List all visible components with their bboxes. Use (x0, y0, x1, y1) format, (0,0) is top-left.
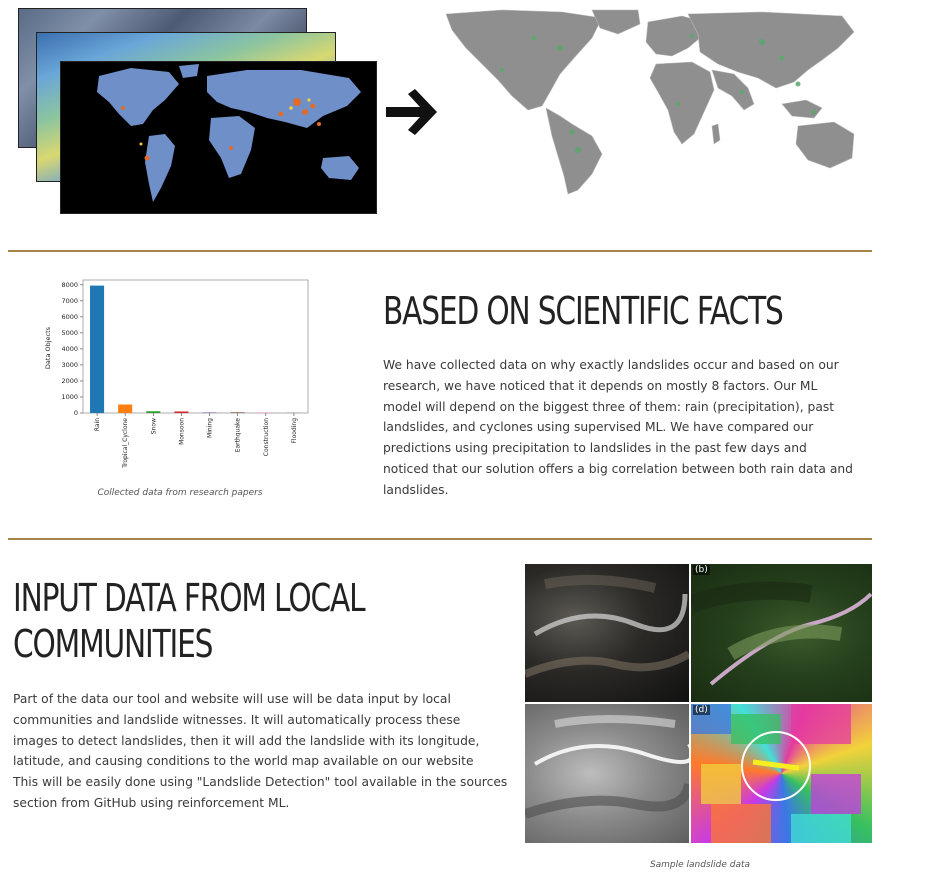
tile-label-b: (b) (693, 565, 710, 575)
bar-mining (202, 412, 217, 413)
community-heading: INPUT DATA FROM LOCAL COMMUNITIES (13, 575, 366, 667)
factors-bar-chart: 0 1000 2000 3000 4000 5000 6000 7000 8000 Rain Tr… (44, 279, 309, 469)
bar-monsoon (174, 411, 189, 413)
y-axis-label: Data Objects (44, 326, 52, 369)
landslide-world-map (445, 9, 855, 195)
facts-paragraph: We have collected data on why exactly la… (383, 358, 853, 497)
x-tick-label: Snow (150, 418, 157, 434)
bar-earthquake (230, 412, 245, 413)
y-tick-label: 0 (74, 409, 78, 417)
risk-world-map (97, 64, 361, 202)
bar-rain (90, 285, 105, 413)
chart-caption: Collected data from research papers (97, 488, 263, 498)
y-tick-label: 5000 (61, 329, 78, 337)
x-tick-label: Flooding (291, 418, 298, 444)
y-tick-label: 2000 (61, 377, 78, 385)
y-tick-label: 1000 (61, 393, 78, 401)
satellite-tile-b: (b) (691, 564, 872, 702)
x-tick-label: Rain (94, 418, 101, 431)
right-arrow-icon (386, 89, 437, 135)
chart-plot-frame (82, 279, 309, 414)
x-tick-label: Earthquake (235, 418, 242, 453)
chart-bars (90, 285, 301, 413)
section-divider (8, 250, 872, 252)
x-tick-label: Tropical_Cyclone (122, 418, 129, 469)
satellite-tile-c (525, 704, 689, 843)
landslide-risk-map-image (60, 61, 377, 214)
y-tick-label: 6000 (61, 313, 78, 321)
community-paragraph: Part of the data our tool and website wi… (13, 692, 508, 810)
sample-caption: Sample landslide data (649, 860, 751, 870)
y-tick-label: 4000 (61, 345, 78, 353)
bar-snow (146, 411, 161, 413)
y-tick-label: 3000 (61, 361, 78, 369)
x-axis-ticks: Rain Tropical_Cyclone Snow Monsoon Mining Ear… (94, 413, 298, 469)
bar-tropical-cyclone (118, 404, 133, 413)
facts-heading: BASED ON SCIENTIFIC FACTS (383, 289, 784, 333)
community-heading-line1: INPUT DATA FROM LOCAL (13, 576, 366, 620)
y-tick-label: 8000 (61, 281, 78, 289)
community-heading-line2: COMMUNITIES (13, 622, 213, 666)
satellite-tile-a (525, 564, 689, 702)
sample-landslide-grid: (b) (d) (525, 564, 872, 843)
y-axis-ticks: 0 1000 2000 3000 4000 5000 6000 7000 8000 (61, 281, 83, 417)
segmentation-tile-d: (d) (691, 704, 872, 843)
section-divider (8, 538, 872, 540)
x-tick-label: Construction (263, 418, 270, 456)
x-tick-label: Monsoon (178, 418, 185, 445)
y-tick-label: 7000 (61, 297, 78, 305)
x-tick-label: Mining (207, 418, 214, 438)
tile-label-d: (d) (693, 705, 710, 715)
